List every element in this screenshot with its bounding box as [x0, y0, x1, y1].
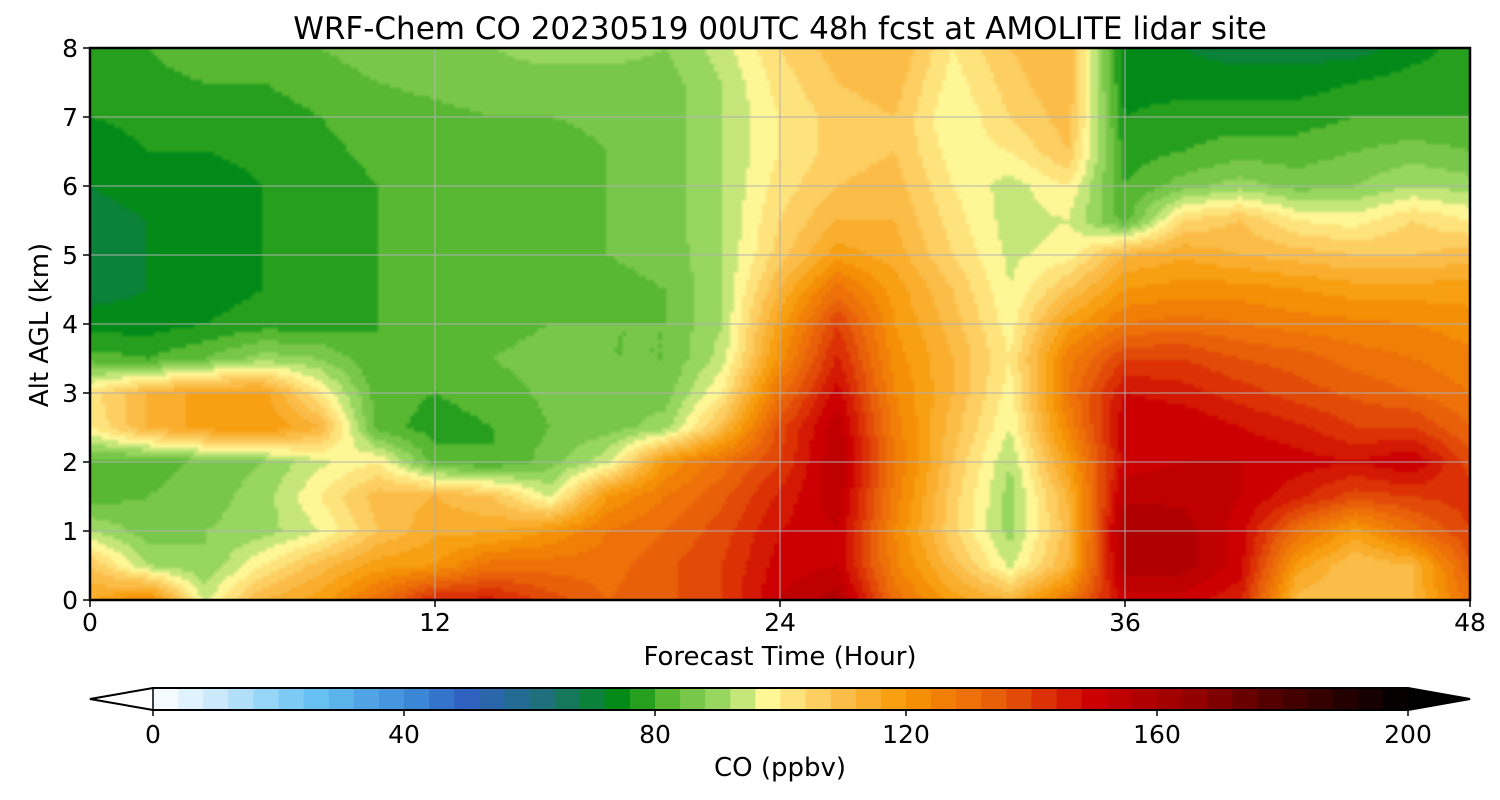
colorbar-band	[378, 688, 405, 710]
colorbar-band	[178, 688, 204, 710]
colorbar-tick-label: 200	[1384, 720, 1432, 749]
colorbar-band	[429, 688, 455, 710]
grid-lines	[90, 48, 1470, 600]
colorbar-label: CO (ppbv)	[714, 753, 846, 783]
colorbar-extend-max	[1407, 687, 1471, 711]
y-tick-label: 2	[62, 448, 78, 477]
colorbar-band	[278, 688, 305, 710]
chart-title: WRF-Chem CO 20230519 00UTC 48h fcst at A…	[293, 11, 1267, 47]
colorbar-band	[981, 688, 1007, 710]
colorbar-band	[1257, 688, 1284, 710]
colorbar-band	[253, 688, 280, 710]
colorbar-band	[1232, 688, 1258, 710]
x-tick-label: 12	[419, 608, 451, 637]
colorbar-band	[353, 688, 380, 710]
colorbar-band	[1056, 688, 1083, 710]
colorbar-band	[1357, 688, 1384, 710]
y-tick-label: 5	[62, 241, 78, 270]
colorbar-band	[755, 688, 782, 710]
y-axis-label: Alt AGL (km)	[25, 243, 55, 407]
colorbar-band	[880, 688, 907, 710]
colorbar-band	[730, 688, 756, 710]
y-tick-label: 1	[62, 517, 78, 546]
colorbar-band	[579, 688, 606, 710]
colorbar-band	[1307, 688, 1334, 710]
colorbar-band	[328, 688, 355, 710]
colorbar-band	[1182, 688, 1208, 710]
colorbar-band	[1207, 688, 1233, 710]
colorbar-band	[554, 688, 581, 710]
colorbar-tick-label: 160	[1133, 720, 1181, 749]
colorbar-band	[203, 688, 229, 710]
x-axis-ticks: 0 12 24 36 48	[82, 600, 1486, 637]
x-tick-label: 48	[1454, 608, 1486, 637]
colorbar-tick-label: 120	[882, 720, 930, 749]
y-tick-label: 6	[62, 172, 78, 201]
colorbar-band	[529, 688, 556, 710]
colorbar-extend-min	[89, 687, 154, 711]
y-tick-label: 8	[62, 34, 78, 63]
y-tick-label: 3	[62, 379, 78, 408]
colorbar-band	[855, 688, 882, 710]
colorbar-band	[1131, 688, 1158, 710]
colorbar-band	[604, 688, 631, 710]
colorbar-band	[404, 688, 430, 710]
colorbar-band	[680, 688, 706, 710]
y-tick-label: 0	[62, 586, 78, 615]
x-axis-label: Forecast Time (Hour)	[643, 642, 916, 672]
colorbar	[89, 687, 1471, 711]
colorbar-tick-label: 80	[639, 720, 671, 749]
colorbar-band	[479, 688, 505, 710]
colorbar-band	[454, 688, 480, 710]
colorbar-band	[303, 688, 330, 710]
y-tick-label: 4	[62, 310, 78, 339]
colorbar-band	[1282, 688, 1309, 710]
x-tick-label: 0	[82, 608, 98, 637]
colorbar-band	[830, 688, 857, 710]
colorbar-band	[906, 688, 932, 710]
y-axis-ticks: 0 1 2 3 4 5 6 7 8	[62, 34, 90, 615]
colorbar-band	[1332, 688, 1359, 710]
colorbar-band	[1031, 688, 1058, 710]
x-tick-label: 24	[764, 608, 796, 637]
colorbar-band	[1157, 688, 1183, 710]
colorbar-band	[931, 688, 957, 710]
colorbar-band	[1081, 688, 1108, 710]
colorbar-tick-label: 40	[388, 720, 420, 749]
colorbar-band	[780, 688, 807, 710]
colorbar-band	[504, 688, 531, 710]
colorbar-tick-label: 0	[145, 720, 161, 749]
colorbar-band	[805, 688, 832, 710]
colorbar-band	[153, 688, 179, 710]
colorbar-band	[1006, 688, 1033, 710]
colorbar-band	[1106, 688, 1133, 710]
colorbar-band	[629, 688, 656, 710]
y-tick-label: 7	[62, 103, 78, 132]
colorbar-band	[228, 688, 254, 710]
colorbar-band	[956, 688, 982, 710]
colorbar-band	[655, 688, 681, 710]
colorbar-band	[1382, 688, 1409, 710]
colorbar-ticks: 0 40 80 120 160 200	[145, 710, 1432, 749]
colorbar-band	[705, 688, 731, 710]
x-tick-label: 36	[1109, 608, 1141, 637]
